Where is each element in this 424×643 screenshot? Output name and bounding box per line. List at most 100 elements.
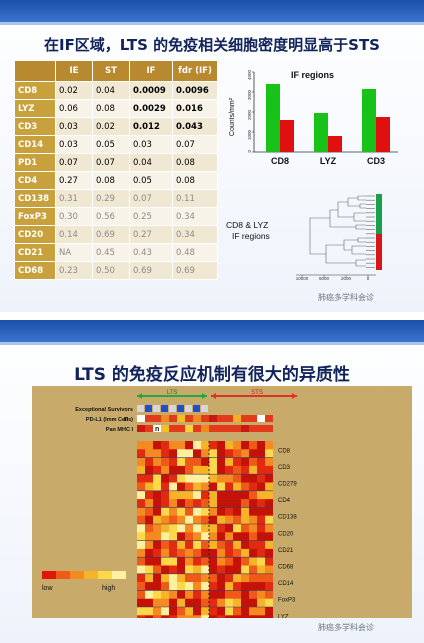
mhc-cell <box>209 425 217 432</box>
row-header: CD14 <box>14 135 56 154</box>
heatmap-cell <box>217 474 225 483</box>
dendrogram-label: IF regions <box>232 231 270 241</box>
heatmap-cell <box>185 615 193 624</box>
heatmap-cell <box>137 557 145 566</box>
heatmap-cell <box>145 490 153 500</box>
annotation-row-label: Exceptional Survivors <box>75 407 133 413</box>
heatmap-cell <box>249 573 257 583</box>
heatmap-cell <box>153 607 161 616</box>
heatmap-cell <box>185 557 193 566</box>
heatmap-cell <box>161 515 169 525</box>
x-tick-label: 2000 <box>341 276 352 280</box>
heatmap-cell <box>193 573 201 583</box>
heatmap-cell <box>161 615 169 624</box>
survivor-cell <box>145 405 152 412</box>
heatmap-cell <box>161 532 169 541</box>
heatmap-cell <box>137 598 145 608</box>
heatmap-cell <box>265 565 273 574</box>
heatmap-cell <box>161 499 169 508</box>
heatmap-cell <box>265 607 273 616</box>
marker-label: CD8 <box>278 448 291 454</box>
heatmap-cell <box>169 482 177 491</box>
heatmap-cell <box>177 465 185 475</box>
heatmap-cell <box>225 540 233 550</box>
heatmap-cell <box>241 465 249 475</box>
table-cell: 0.016 <box>172 99 218 118</box>
mhc-cell <box>241 425 249 432</box>
heatmap-cell <box>249 607 257 616</box>
heatmap-cell <box>193 449 201 458</box>
heatmap-cell <box>249 482 257 491</box>
table-cell: 0.43 <box>129 243 173 262</box>
heatmap-cell <box>193 548 201 558</box>
x-tick-label: 10000 <box>296 276 309 280</box>
heatmap-cell <box>145 499 153 508</box>
heatmap-cell <box>169 607 177 616</box>
heatmap-cell <box>249 507 257 516</box>
heatmap-cell <box>233 557 241 566</box>
heatmap-cell <box>193 557 201 566</box>
heatmap-cell <box>193 515 201 525</box>
heatmap-cell <box>257 532 265 541</box>
mhc-cell <box>193 425 201 432</box>
heatmap-cell <box>201 515 209 525</box>
heatmap-cell <box>177 515 185 525</box>
bar <box>362 89 376 152</box>
row-header: CD138 <box>14 189 56 208</box>
heatmap-cell <box>201 565 209 574</box>
heatmap-cell <box>201 474 209 483</box>
heatmap-cell <box>249 524 257 533</box>
heatmap-cell <box>257 499 265 508</box>
heatmap-cell <box>185 449 193 458</box>
heatmap-cell <box>137 607 145 616</box>
heatmap-cell <box>201 607 209 616</box>
pdl1-cell <box>217 415 225 422</box>
table-header-row: IE ST IF fdr (IF) <box>14 60 218 82</box>
heatmap-cell <box>209 499 217 508</box>
heatmap-cell <box>153 482 161 491</box>
heatmap-cell <box>257 573 265 583</box>
heatmap-cell <box>233 548 241 558</box>
table-cell: 0.27 <box>129 225 173 244</box>
heatmap-cell <box>265 615 273 624</box>
heatmap-cell <box>249 465 257 475</box>
legend-swatch <box>42 571 56 579</box>
heatmap-cell <box>161 607 169 616</box>
heatmap-cell <box>193 524 201 533</box>
pdl1-cell <box>177 415 185 422</box>
row-header: CD8 <box>14 81 56 100</box>
heatmap-cell <box>169 441 177 450</box>
heatmap-cell <box>257 590 265 599</box>
heatmap-cell <box>161 457 169 467</box>
heatmap-cell <box>153 548 161 558</box>
heatmap-cell <box>137 474 145 483</box>
table-row: FoxP3 0.30 0.56 0.25 0.34 <box>14 207 218 226</box>
mhc-cell <box>137 425 145 432</box>
heatmap-cell <box>137 507 145 516</box>
heatmap-cell <box>241 449 249 458</box>
heatmap-cell <box>241 565 249 574</box>
bar <box>328 136 342 152</box>
legend-swatch <box>112 571 126 579</box>
heatmap-cell <box>193 441 201 450</box>
pdl1-cell <box>265 415 273 422</box>
heatmap-cell <box>161 598 169 608</box>
legend-swatch <box>70 571 84 579</box>
heatmap-cell <box>137 499 145 508</box>
table-cell: 0.45 <box>92 243 130 262</box>
heatmap-cell <box>217 598 225 608</box>
heatmap-cell <box>249 557 257 566</box>
table-cell: 0.08 <box>92 171 130 190</box>
heatmap-cell <box>185 573 193 583</box>
table-cell: 0.14 <box>55 225 93 244</box>
heatmap-cell <box>265 499 273 508</box>
marker-label: CD68 <box>278 565 294 571</box>
heatmap-cell <box>161 474 169 483</box>
table-cell: 0.07 <box>92 153 130 172</box>
heatmap-cell <box>193 582 201 591</box>
heatmap-cell <box>185 524 193 533</box>
y-tick-label: 3000 <box>247 90 252 101</box>
heatmap-cell <box>217 507 225 516</box>
heatmap-cell <box>177 441 185 450</box>
heatmap-cell <box>145 540 153 550</box>
